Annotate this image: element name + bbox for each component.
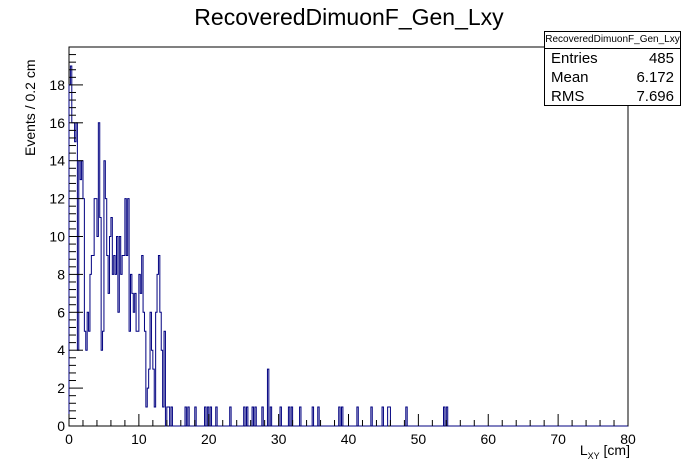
stats-row-mean: Mean 6.172 [545,68,680,87]
y-tick-label: 12 [49,191,65,207]
x-tick-label: 60 [480,431,496,447]
stats-rms-value: 7.696 [636,88,674,105]
y-axis-label: Events / 0.2 cm [22,59,38,156]
x-tick-label: 0 [65,431,73,447]
y-tick-label: 6 [57,304,65,320]
axis-ticks: 0 10 20 30 40 50 60 70 80 0 2 4 6 8 10 12 14 16 18 [49,54,636,447]
y-tick-label: 0 [57,418,65,434]
stats-rms-label: RMS [551,88,585,105]
y-tick-label: 16 [49,115,65,131]
x-axis-label-unit: [cm] [599,442,630,458]
x-axis-label-sub: XY [587,450,600,461]
stats-mean-value: 6.172 [636,69,674,86]
stats-entries-label: Entries [551,50,598,67]
y-tick-label: 2 [57,380,65,396]
histogram-step-line [68,65,628,427]
y-tick-label: 8 [57,266,65,282]
chart-title: RecoveredDimuonF_Gen_Lxy [194,4,504,30]
stats-mean-label: Mean [551,69,589,86]
histogram-line [68,65,628,427]
x-tick-label: 80 [620,431,636,447]
stats-row-entries: Entries 485 [545,49,680,68]
x-axis-label: LXY [cm] [580,442,630,461]
y-tick-label: 14 [49,153,65,169]
x-tick-label: 70 [550,431,566,447]
stats-entries-value: 485 [648,50,674,67]
x-tick-label: 30 [271,431,287,447]
stats-title: RecoveredDimuonF_Gen_Lxy [545,32,680,49]
x-tick-label: 40 [341,431,357,447]
x-tick-label: 20 [201,431,217,447]
y-tick-label: 10 [49,229,65,245]
stats-row-rms: RMS 7.696 [545,87,680,106]
x-axis-label-main: L [579,442,588,458]
y-tick-label: 4 [57,342,65,358]
y-tick-label: 18 [49,77,65,93]
x-tick-label: 50 [411,431,427,447]
x-tick-label: 10 [131,431,147,447]
stats-box: RecoveredDimuonF_Gen_Lxy Entries 485 Mea… [544,31,681,106]
